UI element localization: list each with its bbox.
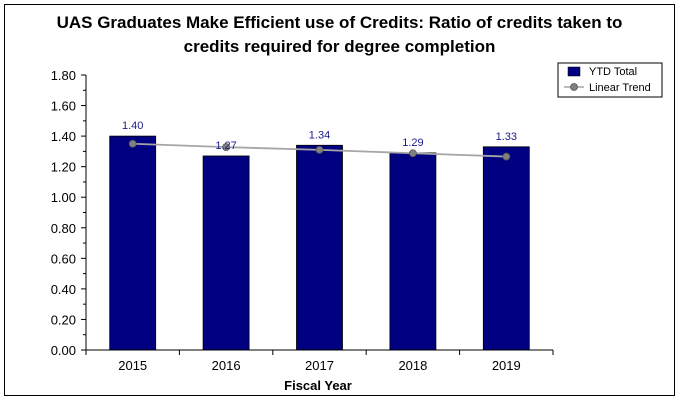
- y-tick-label: 1.00: [51, 190, 76, 205]
- chart-title-line-1: UAS Graduates Make Efficient use of Cred…: [56, 13, 623, 32]
- y-tick-label: 0.60: [51, 251, 76, 266]
- legend-label-linear-trend: Linear Trend: [589, 82, 651, 94]
- x-tick-label: 2016: [212, 358, 241, 373]
- data-label-2019: 1.33: [496, 131, 517, 143]
- data-label-2017: 1.34: [309, 129, 330, 141]
- data-label-2016: 1.27: [215, 140, 236, 152]
- legend: YTD Total Linear Trend: [557, 62, 663, 98]
- y-tick-label: 1.80: [51, 68, 76, 83]
- bar-2015: [109, 135, 157, 351]
- y-tick-label: 1.40: [51, 129, 76, 144]
- x-axis-title: Fiscal Year: [284, 378, 352, 393]
- legend-marker-linear-trend: [570, 83, 578, 91]
- y-tick-label: 1.20: [51, 160, 76, 175]
- bar-2017: [296, 144, 343, 351]
- chart-title: UAS Graduates Make Efficient use of Cred…: [0, 11, 679, 59]
- bar-2019: [482, 146, 530, 351]
- legend-label-ytd-total: YTD Total: [589, 66, 637, 78]
- trend-point-2017: [315, 145, 324, 154]
- trend-point-2016: [222, 143, 231, 152]
- trend-point-2018: [408, 149, 417, 158]
- y-tick-label: 1.60: [51, 99, 76, 114]
- trend-point-2019: [502, 152, 511, 161]
- x-axis: 2015 2016 2017 2018 2019: [85, 349, 554, 373]
- y-tick-label: 0.00: [51, 343, 76, 358]
- x-tick-label: 2019: [492, 358, 521, 373]
- data-labels: 1.40 1.27 1.34 1.29 1.33: [122, 120, 517, 152]
- bar-2016: [202, 155, 250, 351]
- data-label-2015: 1.40: [122, 120, 143, 132]
- trend-series: [128, 139, 511, 161]
- legend-swatch-ytd-total: [567, 66, 581, 77]
- x-tick-label: 2018: [398, 358, 427, 373]
- y-tick-label: 0.20: [51, 312, 76, 327]
- y-tick-label: 0.80: [51, 221, 76, 236]
- x-tick-label: 2015: [118, 358, 147, 373]
- trend-point-2015: [128, 139, 137, 148]
- bar-series: [109, 135, 530, 351]
- bar-2018: [389, 152, 437, 351]
- x-tick-label: 2017: [305, 358, 334, 373]
- chart-title-line-2: credits required for degree completion: [183, 37, 496, 56]
- y-tick-label: 0.40: [51, 282, 76, 297]
- data-label-2018: 1.29: [402, 137, 423, 149]
- y-axis: 0.00 0.20 0.40 0.60 0.80 1.00 1.20 1.40 1.60 1.80: [51, 68, 87, 358]
